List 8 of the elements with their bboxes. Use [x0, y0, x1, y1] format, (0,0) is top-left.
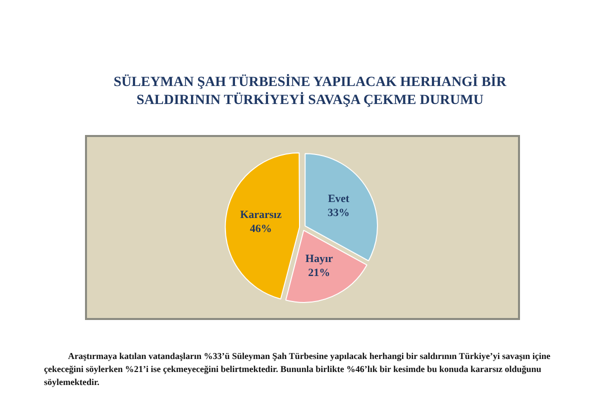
chart-title: SÜLEYMAN ŞAH TÜRBESİNE YAPILACAK HERHANGİ BİR SALDIRININ TÜRKİYEYİ SAVAŞA ÇEKME DURUMU — [112, 74, 508, 110]
data-label: 33% — [328, 206, 350, 219]
data-label: 21% — [308, 266, 330, 279]
data-label: 46% — [250, 223, 272, 236]
slice-label: Kararsız — [240, 209, 282, 222]
slice-label: Evet — [328, 192, 350, 205]
slice-label: Hayır — [305, 252, 334, 265]
text: Araştırmaya katılan vatandaşların %33’ü Süleyman Şah Türbesine yapılacak herhangi bir saldırının Türkiye’yi savaşın içine çekeceğini söylerken %21’i ise çekmeyeceğini belirtmektedir. Bununla birlikte %46’lık bir kesimde bu konuda kararsız olduğunu söylemektedir. — [44, 350, 552, 389]
